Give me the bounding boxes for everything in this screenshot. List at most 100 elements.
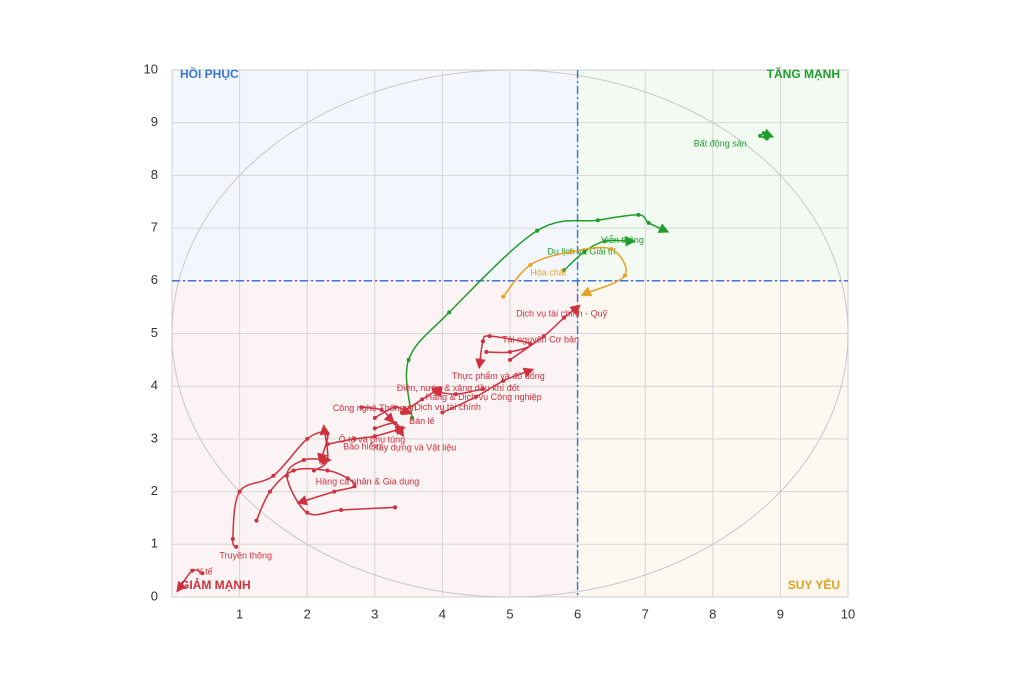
trail-point: [393, 505, 398, 510]
series-label: Điện, nước & xăng dầu khí đốt: [397, 383, 520, 393]
y-tick-label: 8: [151, 167, 158, 182]
trail-point: [406, 357, 411, 362]
x-tick-label: 5: [506, 606, 513, 621]
trail-point: [372, 426, 377, 431]
trail-point: [595, 218, 600, 223]
series-label: Bất động sản: [694, 138, 747, 148]
trail-point: [372, 415, 377, 420]
trail-point: [420, 397, 425, 402]
trail: [509, 304, 581, 361]
series-label: Du lịch và Giải trí: [547, 247, 616, 257]
trail-point: [528, 262, 533, 267]
series-label: Dịch vụ tài chính - Quỹ: [516, 309, 608, 319]
y-tick-label: 4: [151, 378, 158, 393]
trail: [255, 467, 356, 521]
x-tick-label: 2: [304, 606, 311, 621]
y-tick-label: 9: [151, 114, 158, 129]
trail-point: [562, 315, 567, 320]
trail-point: [528, 342, 533, 347]
trail: [442, 367, 535, 414]
trail-point: [761, 131, 766, 136]
trail-point: [359, 405, 364, 410]
trail-point: [268, 489, 273, 494]
series-label: Công nghệ Thông tin: [333, 403, 417, 413]
trail-point: [237, 489, 242, 494]
x-tick-label: 3: [371, 606, 378, 621]
ellipse: [171, 69, 849, 598]
y-tick-label: 10: [144, 61, 158, 76]
trail-point: [332, 489, 337, 494]
trail: [405, 214, 670, 418]
series-label: Hàng cá nhân & Gia dụng: [316, 477, 420, 487]
trail-point: [562, 268, 567, 273]
trail-point: [325, 431, 330, 436]
trail-point: [291, 468, 296, 473]
trail-point: [345, 476, 350, 481]
trail-point: [393, 405, 398, 410]
series-label: Truyền thông: [219, 550, 272, 560]
y-tick-label: 1: [151, 536, 158, 551]
series-label: Bán lẻ: [409, 416, 435, 426]
x-tick-label: 9: [777, 606, 784, 621]
trail-point: [254, 518, 259, 523]
trail-point: [372, 434, 377, 439]
trail: [563, 236, 636, 271]
trail-point: [352, 484, 357, 489]
trail-point: [484, 349, 489, 354]
quadrant-label: HỒI PHỤC: [180, 66, 239, 81]
trail-point: [447, 310, 452, 315]
trail-point: [409, 415, 414, 420]
trail: [502, 246, 627, 298]
trail-point: [487, 334, 492, 339]
trail-point: [305, 436, 310, 441]
trail-point: [764, 136, 769, 141]
series-label: Bảo hiểm: [343, 442, 381, 452]
x-tick-label: 8: [709, 606, 716, 621]
trail-point: [301, 457, 306, 462]
y-tick-label: 3: [151, 430, 158, 445]
trail-point: [508, 357, 512, 362]
trail-point: [758, 133, 763, 138]
trail-point: [636, 212, 641, 217]
trail-point: [582, 249, 587, 254]
trail-point: [609, 247, 614, 252]
trail-point: [234, 544, 239, 549]
series-label: Tài nguyên Cơ bản: [502, 334, 579, 344]
trail-point: [646, 220, 651, 225]
x-tick-label: 1: [236, 606, 243, 621]
trail-point: [480, 339, 485, 344]
trail-point: [440, 410, 445, 415]
series-label: Xây dựng và Vật liệu: [373, 442, 457, 452]
trail: [327, 425, 406, 445]
trail-point: [508, 349, 512, 354]
y-tick-label: 0: [151, 588, 158, 603]
x-tick-label: 10: [841, 606, 855, 621]
y-tick-label: 5: [151, 325, 158, 340]
trail-point: [602, 239, 607, 244]
trail-point: [622, 273, 627, 278]
trail-point: [379, 407, 384, 412]
trail-point: [453, 392, 458, 397]
series-label: Ô tô và phụ tùng: [339, 435, 406, 445]
trail-point: [305, 510, 310, 515]
trail-point: [480, 386, 485, 391]
x-tick-label: 4: [439, 606, 446, 621]
trail-point: [474, 394, 479, 399]
trail-point: [230, 537, 235, 542]
series-label: Hàng & Dịch vụ Công nghiệp: [426, 392, 542, 402]
series-label: Dịch vụ tài chính: [414, 402, 481, 412]
trail-point: [190, 568, 195, 573]
trail-point: [352, 436, 357, 441]
x-tick-label: 7: [642, 606, 649, 621]
trail-point: [200, 571, 205, 576]
trail: [759, 128, 775, 140]
trail-point: [535, 228, 540, 233]
quadrant-label: GIẢM MẠNH: [180, 577, 251, 592]
series-label: Hóa chất: [530, 267, 567, 277]
y-tick-label: 2: [151, 483, 158, 498]
y-tick-label: 7: [151, 220, 158, 235]
quadrant-label: TĂNG MẠNH: [767, 66, 840, 81]
series-label: Thực phẩm và đồ uống: [452, 371, 545, 381]
trail-point: [541, 334, 546, 339]
